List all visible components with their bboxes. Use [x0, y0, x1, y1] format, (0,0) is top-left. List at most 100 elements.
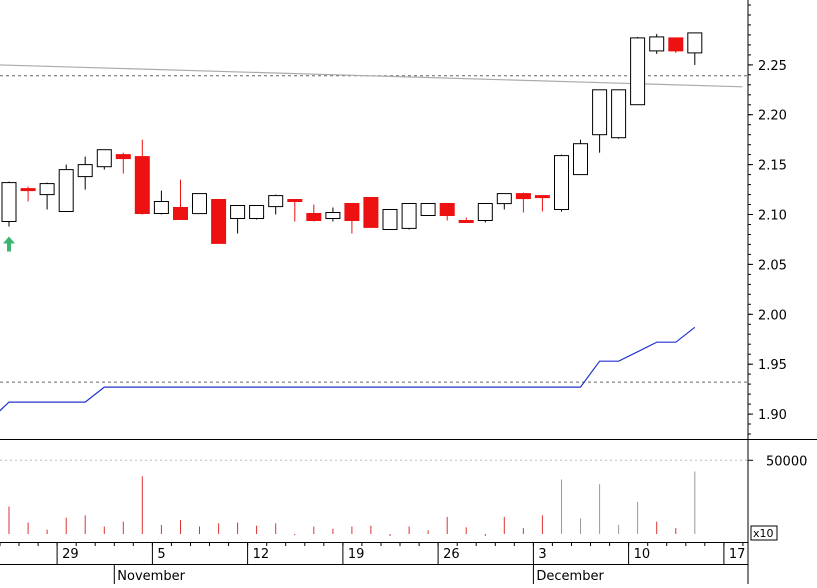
price-tick-label: 2.00: [758, 308, 787, 323]
candle: [668, 37, 684, 53]
candle: [268, 194, 284, 215]
candle-body: [287, 199, 303, 202]
candle-body: [58, 169, 74, 213]
candle: [687, 32, 703, 65]
month-tick-label: December: [536, 569, 604, 584]
candle: [496, 193, 512, 210]
candle-body: [96, 149, 112, 168]
candle-body: [668, 37, 684, 52]
candle: [211, 199, 227, 244]
candles-layer: [1, 32, 703, 252]
day-tick-label: 10: [634, 547, 651, 562]
candle-body: [77, 164, 93, 178]
candle: [115, 152, 131, 174]
candle: [134, 139, 150, 215]
candle-body: [173, 207, 188, 220]
price-tick-label: 1.95: [758, 358, 787, 373]
candle: [439, 203, 455, 221]
candle: [287, 199, 303, 222]
day-tick-label: 19: [348, 547, 365, 562]
day-tick-label: 26: [443, 547, 460, 562]
candle: [153, 190, 169, 215]
blue-indicator-line: [0, 326, 696, 412]
candle-body: [306, 213, 322, 221]
candle-body: [268, 195, 284, 208]
candle-body: [134, 156, 150, 215]
candle: [515, 192, 531, 213]
candle: [20, 186, 36, 202]
candle-body: [344, 203, 360, 221]
price-tick-label: 2.05: [758, 258, 787, 273]
candle: [192, 193, 207, 215]
candle-body: [573, 143, 588, 176]
price-tick-label: 2.20: [758, 109, 787, 124]
candle: [382, 209, 398, 230]
candle-body: [687, 32, 703, 54]
candle-body: [496, 193, 512, 205]
candle-body: [211, 199, 227, 244]
candle: [554, 154, 569, 212]
candle-body: [192, 193, 207, 215]
buy-signal-arrow-icon: [3, 236, 15, 252]
indicator-lines-layer: [0, 64, 743, 412]
candle-body: [554, 155, 569, 211]
candle: [77, 156, 93, 190]
candle-body: [39, 183, 55, 196]
volume-layer: [8, 471, 696, 536]
price-tick-label: 2.10: [758, 209, 787, 224]
day-tick-label: 17: [729, 547, 746, 562]
candle: [344, 203, 360, 234]
candle-body: [1, 182, 17, 223]
day-tick-label: 29: [62, 547, 79, 562]
candle-body: [592, 89, 608, 136]
day-tick-label: 5: [157, 547, 165, 562]
candle-body: [630, 37, 646, 106]
day-tick-label: 3: [538, 547, 546, 562]
candle-body: [477, 203, 493, 221]
candle: [249, 205, 265, 220]
candle: [173, 179, 188, 220]
month-tick-label: November: [117, 569, 185, 584]
gray-trend-line: [0, 64, 743, 88]
candle: [230, 205, 246, 234]
candle-body: [439, 203, 455, 216]
candle-body: [458, 220, 474, 223]
candle: [96, 149, 112, 170]
candle-body: [515, 193, 531, 200]
candle: [458, 217, 474, 223]
candle-body: [534, 195, 550, 199]
candle: [420, 203, 436, 216]
candle-body: [363, 197, 379, 228]
candle: [630, 36, 646, 106]
candle: [477, 203, 493, 223]
candle-body: [611, 89, 627, 139]
day-tick-label: 12: [253, 547, 270, 562]
candle-body: [401, 203, 417, 229]
candle: [592, 89, 608, 153]
candle: [573, 139, 588, 176]
candle-body: [249, 205, 265, 219]
grid-layer: [0, 75, 748, 461]
candle: [1, 181, 17, 227]
candle-body: [230, 205, 246, 219]
candle: [401, 203, 417, 230]
candle: [611, 89, 627, 139]
volume-tick-label: 50000: [766, 454, 807, 469]
price-tick-label: 2.25: [758, 59, 787, 74]
candle: [363, 197, 379, 228]
candle: [649, 33, 665, 54]
candle-body: [325, 212, 341, 219]
price-tick-label: 2.15: [758, 159, 787, 174]
candle: [58, 164, 74, 213]
price-tick-label: 1.90: [758, 408, 787, 423]
candle-body: [382, 209, 398, 230]
candle-body: [649, 36, 665, 52]
candle-body: [420, 203, 436, 216]
candle-body: [20, 188, 36, 192]
volume-multiplier-label: x10: [753, 527, 774, 540]
candle: [306, 204, 322, 222]
candle: [534, 195, 550, 212]
